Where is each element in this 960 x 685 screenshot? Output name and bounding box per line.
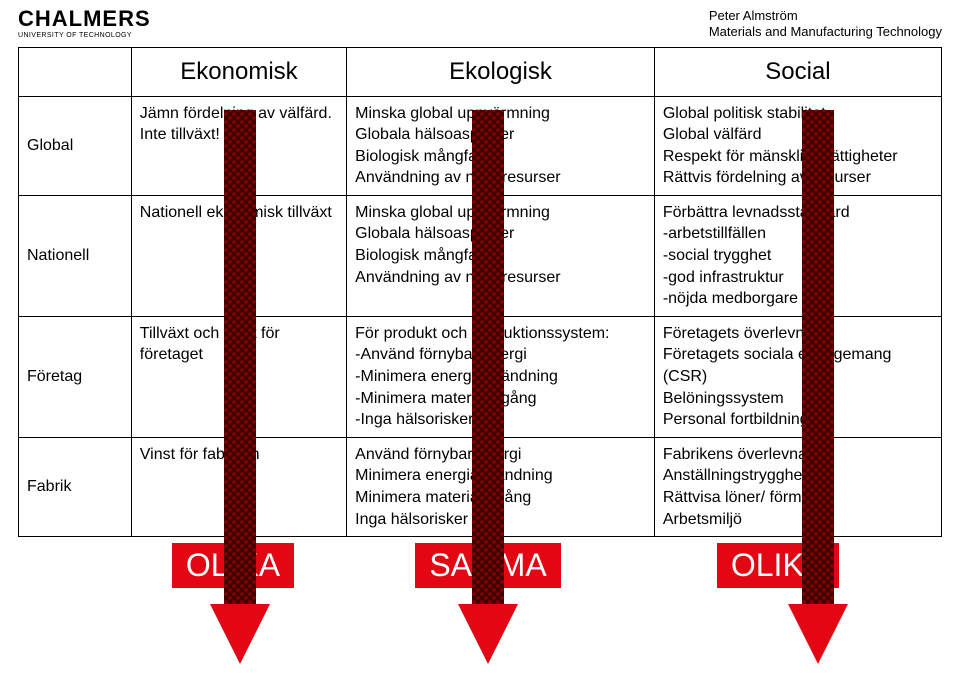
text: Vinst för fabriken bbox=[140, 446, 260, 463]
header-row: Ekonomisk Ekologisk Social bbox=[19, 47, 942, 96]
slide-header: CHALMERS UNIVERSITY OF TECHNOLOGY Peter … bbox=[18, 8, 942, 41]
cell-nationell-ekonomisk: Nationell ekonomisk tillväxt bbox=[131, 195, 346, 316]
cell-global-ekologisk: Minska global uppvärmning Globala hälsoa… bbox=[347, 96, 655, 195]
author-name: Peter Almström bbox=[709, 8, 942, 24]
text: Använd förnybar energi Minimera energian… bbox=[355, 446, 552, 528]
rowlabel-fabrik: Fabrik bbox=[19, 437, 132, 536]
text: Företagets överlevnad Företagets sociala… bbox=[663, 325, 892, 428]
cell-nationell-social: Förbättra levnadsstandard -arbetstillfäl… bbox=[654, 195, 941, 316]
text: Fabrikens överlevnad Anställningstrygghe… bbox=[663, 446, 834, 528]
label-text: OLIKA bbox=[172, 543, 294, 588]
cell-foretag-ekonomisk: Tillväxt och vinst för företaget bbox=[131, 316, 346, 437]
text: Jämn fördelning av välfärd. Inte tillväx… bbox=[140, 105, 332, 144]
logo-main: CHALMERS bbox=[18, 8, 151, 30]
footer-labels: OLIKA SAMMA OLIKA bbox=[128, 543, 942, 588]
cell-fabrik-ekologisk: Använd förnybar energi Minimera energian… bbox=[347, 437, 655, 536]
label-samma: SAMMA bbox=[338, 543, 638, 588]
label-text: SAMMA bbox=[415, 543, 560, 588]
cell-foretag-social: Företagets överlevnad Företagets sociala… bbox=[654, 316, 941, 437]
text: Förbättra levnadsstandard -arbetstillfäl… bbox=[663, 204, 850, 307]
text: Minska global uppvärmning Globala hälsoa… bbox=[355, 204, 560, 286]
cell-global-ekonomisk: Jämn fördelning av välfärd. Inte tillväx… bbox=[131, 96, 346, 195]
cell-fabrik-social: Fabrikens överlevnad Anställningstrygghe… bbox=[654, 437, 941, 536]
rowlabel-foretag: Företag bbox=[19, 316, 132, 437]
col-social: Social bbox=[654, 47, 941, 96]
content-wrap: Ekonomisk Ekologisk Social Global Jämn f… bbox=[18, 47, 942, 538]
row-fabrik: Fabrik Vinst för fabriken Använd förnyba… bbox=[19, 437, 942, 536]
text: Minska global uppvärmning Globala hälsoa… bbox=[355, 105, 560, 187]
corner-cell bbox=[19, 47, 132, 96]
logo-block: CHALMERS UNIVERSITY OF TECHNOLOGY bbox=[18, 8, 151, 39]
text: Tillväxt och vinst för företaget bbox=[140, 325, 280, 364]
row-global: Global Jämn fördelning av välfärd. Inte … bbox=[19, 96, 942, 195]
cell-global-social: Global politisk stabilitet Global välfär… bbox=[654, 96, 941, 195]
row-foretag: Företag Tillväxt och vinst för företaget… bbox=[19, 316, 942, 437]
label-olika-2: OLIKA bbox=[638, 543, 918, 588]
cell-foretag-ekologisk: För produkt och produktionssystem: -Anvä… bbox=[347, 316, 655, 437]
text: Global politisk stabilitet Global välfär… bbox=[663, 105, 898, 187]
text: För produkt och produktionssystem: -Anvä… bbox=[355, 325, 609, 428]
logo-sub: UNIVERSITY OF TECHNOLOGY bbox=[18, 32, 151, 39]
rowlabel-nationell: Nationell bbox=[19, 195, 132, 316]
matrix-table: Ekonomisk Ekologisk Social Global Jämn f… bbox=[18, 47, 942, 538]
label-text: OLIKA bbox=[717, 543, 839, 588]
rowlabel-global: Global bbox=[19, 96, 132, 195]
label-olika-1: OLIKA bbox=[128, 543, 338, 588]
header-right: Peter Almström Materials and Manufacturi… bbox=[709, 8, 942, 41]
text: Nationell ekonomisk tillväxt bbox=[140, 204, 332, 221]
col-ekologisk: Ekologisk bbox=[347, 47, 655, 96]
dept-name: Materials and Manufacturing Technology bbox=[709, 24, 942, 40]
col-ekonomisk: Ekonomisk bbox=[131, 47, 346, 96]
row-nationell: Nationell Nationell ekonomisk tillväxt M… bbox=[19, 195, 942, 316]
cell-nationell-ekologisk: Minska global uppvärmning Globala hälsoa… bbox=[347, 195, 655, 316]
cell-fabrik-ekonomisk: Vinst för fabriken bbox=[131, 437, 346, 536]
